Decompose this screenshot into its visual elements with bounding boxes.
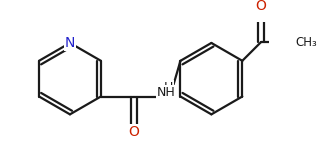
Text: O: O xyxy=(256,0,266,13)
Text: N: N xyxy=(65,36,75,50)
Text: CH₃: CH₃ xyxy=(296,36,317,49)
Text: NH: NH xyxy=(157,86,176,99)
Text: H: H xyxy=(163,81,173,94)
Text: O: O xyxy=(128,125,139,139)
